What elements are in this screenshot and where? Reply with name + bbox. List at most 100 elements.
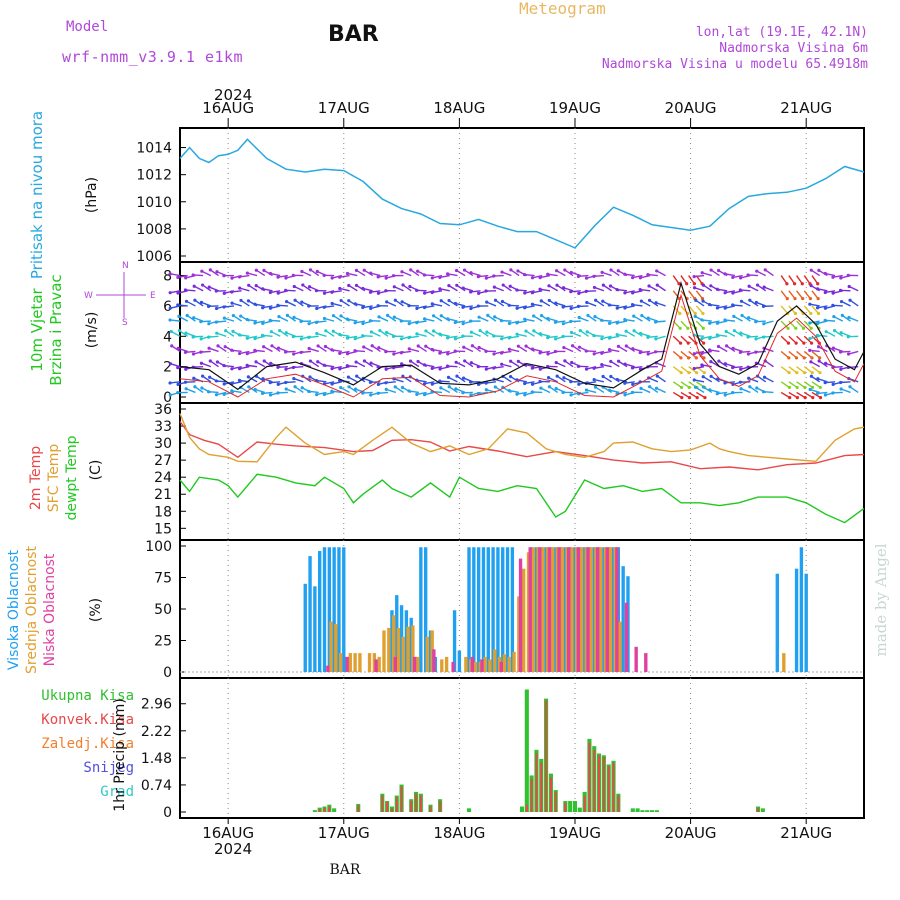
- wind-arrow: [324, 317, 335, 322]
- y-tick-label: 30: [154, 436, 172, 452]
- cloud-mid-bar: [401, 636, 405, 672]
- wind-arrow-head: [553, 320, 558, 324]
- wind-arrow: [656, 362, 666, 368]
- wind-arrow-head: [493, 298, 498, 302]
- wind-arrow-head: [715, 287, 719, 291]
- wind-arrow-head: [624, 344, 628, 348]
- wind-arrow-head: [723, 291, 727, 295]
- wind-arrow: [796, 366, 805, 374]
- wind-arrow-head: [839, 387, 843, 391]
- wind-arrow-head: [607, 303, 611, 307]
- wind-arrow-head: [818, 385, 822, 390]
- wind-arrow: [549, 386, 559, 394]
- wind-arrow-head: [230, 301, 234, 305]
- wind-arrow-head: [638, 331, 643, 336]
- wind-arrow-head: [601, 299, 605, 303]
- wind-arrow-head: [276, 275, 280, 279]
- wind-arrow-head: [214, 306, 219, 311]
- wind-arrow-head: [615, 306, 619, 310]
- wind-arrow-head: [231, 329, 235, 333]
- cloud-high-bar: [486, 547, 490, 672]
- wind-arrow: [509, 389, 520, 394]
- wind-arrow: [470, 272, 481, 277]
- wind-arrow: [455, 302, 466, 307]
- wind-arrow-head: [468, 380, 473, 384]
- wind-arrow: [694, 365, 705, 370]
- y-tick-label: 0: [163, 805, 172, 821]
- wind-arrow-head: [369, 306, 373, 310]
- precip-conv-bar: [395, 797, 398, 812]
- wind-arrow-head: [231, 313, 235, 318]
- wind-arrow: [594, 286, 605, 292]
- wind-arrow: [694, 334, 705, 337]
- y-tick-label: 1012: [136, 168, 172, 184]
- wind-arrow-head: [715, 306, 720, 310]
- cloud-high-bar: [332, 547, 336, 672]
- wind-arrow: [610, 375, 620, 383]
- wind-arrow: [780, 275, 788, 285]
- wind-arrow: [239, 365, 250, 370]
- wind-arrow: [695, 290, 704, 300]
- wind-arrow: [239, 274, 250, 278]
- wind-arrow: [277, 365, 288, 369]
- wind-arrow: [185, 350, 196, 354]
- wind-arrow-head: [562, 376, 566, 380]
- wind-arrow-head: [530, 382, 535, 386]
- wind-arrow-head: [824, 361, 828, 366]
- wind-arrow-head: [570, 344, 575, 348]
- day-label-bottom: 21AUG: [780, 824, 832, 842]
- wind-arrow: [717, 305, 728, 309]
- wind-arrow: [201, 362, 212, 368]
- wind-arrow-head: [708, 348, 712, 352]
- wind-arrow: [796, 391, 806, 399]
- wind-arrow: [763, 286, 774, 292]
- wind-arrow-head: [578, 328, 582, 333]
- wind-arrow-head: [347, 385, 351, 389]
- wind-arrow: [433, 315, 443, 322]
- wind-arrow: [748, 335, 759, 338]
- precip-conv-bar: [429, 806, 432, 812]
- wind-arrow: [456, 375, 466, 383]
- wind-arrow-head: [569, 380, 573, 384]
- wind-arrow: [248, 386, 258, 394]
- wind-arrow-head: [846, 335, 850, 339]
- wind-arrow-head: [230, 290, 234, 294]
- cloud-mid-bar: [483, 656, 487, 672]
- wind-arrow-head: [576, 364, 581, 368]
- wind-arrow-head: [431, 329, 436, 333]
- wind-arrow-head: [631, 382, 635, 386]
- wind-arrow-head: [330, 389, 334, 393]
- wind-arrow-head: [530, 276, 535, 280]
- wind-arrow: [718, 345, 728, 353]
- wind-arrow: [694, 287, 705, 292]
- wind-arrow: [363, 269, 374, 277]
- wind-arrow: [231, 349, 242, 353]
- wind-arrow-head: [808, 336, 812, 341]
- wind-arrow-head: [237, 378, 242, 382]
- wind-arrow-head: [401, 374, 405, 378]
- cloud-mid-bar: [416, 656, 420, 672]
- wind-arrow-head: [254, 360, 258, 364]
- wind-arrow-head: [330, 290, 334, 294]
- y-tick-label: 33: [154, 419, 172, 435]
- wind-arrow-head: [702, 371, 706, 375]
- wind-arrow-head: [308, 359, 313, 363]
- wind-arrow-head: [803, 395, 807, 400]
- wind-arrow-head: [524, 329, 528, 333]
- wind-arrow: [394, 386, 404, 394]
- wind-arrow-head: [423, 291, 427, 295]
- wind-arrow-head: [723, 306, 727, 310]
- wind-arrow-head: [484, 381, 488, 385]
- cloud-mid-bar: [502, 654, 507, 672]
- wind-arrow-head: [838, 288, 843, 292]
- cloud-mid-bar: [338, 653, 343, 672]
- wind-arrow-head: [755, 269, 759, 273]
- wind-arrow-head: [762, 322, 766, 326]
- wind-arrow-head: [200, 386, 204, 390]
- wind-arrow-head: [409, 268, 413, 272]
- wind-arrow: [556, 375, 566, 383]
- wind-arrow: [340, 299, 350, 307]
- wind-arrow-head: [723, 272, 727, 276]
- cloud-low-bar: [634, 646, 638, 672]
- cloud-mid-bar: [488, 659, 492, 672]
